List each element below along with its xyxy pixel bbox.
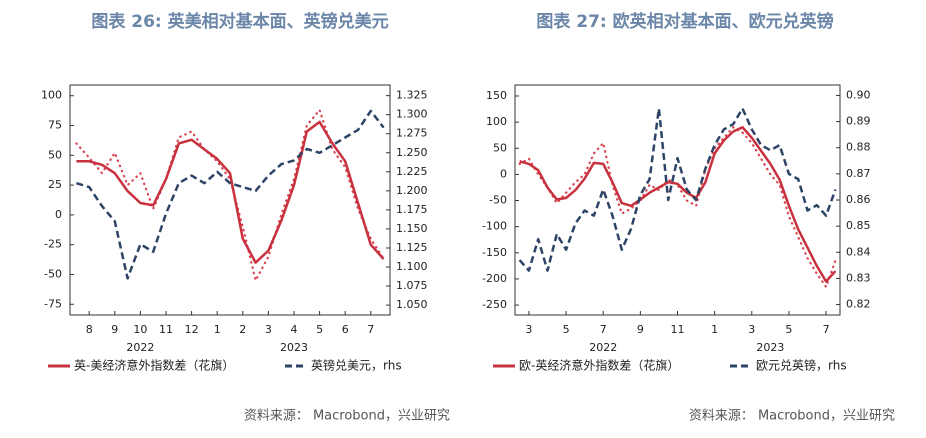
x-tick-label: 12 — [185, 323, 199, 336]
y2-tick-label: 1.150 — [396, 222, 428, 235]
x-tick-label: 1 — [711, 323, 718, 336]
y-tick-label: 0 — [55, 208, 62, 221]
x-tick-label: 5 — [316, 323, 323, 336]
series-line — [518, 107, 837, 272]
y2-tick-label: 1.050 — [396, 298, 428, 311]
y2-tick-label: 1.325 — [396, 89, 428, 102]
x-tick-label: 9 — [111, 323, 118, 336]
y-tick-label: -75 — [44, 297, 62, 310]
year-label: 2022 — [589, 341, 617, 354]
y2-tick-label: 1.250 — [396, 146, 428, 159]
y-tick-label: -100 — [482, 220, 507, 233]
y2-tick-label: 1.275 — [396, 127, 428, 140]
y-tick-label: 100 — [486, 115, 507, 128]
y2-tick-label: 0.83 — [846, 271, 871, 284]
year-label: 2023 — [756, 341, 784, 354]
x-tick-label: 7 — [367, 323, 374, 336]
x-tick-label: 3 — [265, 323, 272, 336]
x-tick-label: 1 — [214, 323, 221, 336]
plot-frame — [69, 84, 391, 316]
y-tick-label: -150 — [482, 246, 507, 259]
y-tick-label: -50 — [44, 267, 62, 280]
y2-tick-label: 0.86 — [846, 193, 871, 206]
y2-tick-label: 0.90 — [846, 88, 871, 101]
y-tick-label: -50 — [489, 194, 507, 207]
x-tick-label: 5 — [563, 323, 570, 336]
y-tick-label: 75 — [48, 119, 62, 132]
x-tick-label: 10 — [133, 323, 147, 336]
source-note: 资料来源： Macrobond，兴业研究 — [244, 409, 450, 424]
y-tick-label: 0 — [500, 167, 507, 180]
legend-label: 欧-英经济意外指数差（花旗） — [519, 358, 679, 373]
year-label: 2022 — [126, 341, 154, 354]
y-tick-label: -250 — [482, 298, 507, 311]
x-tick-label: 5 — [785, 323, 792, 336]
x-tick-label: 3 — [748, 323, 755, 336]
y2-tick-label: 1.075 — [396, 279, 428, 292]
y2-tick-label: 0.88 — [846, 141, 871, 154]
y-tick-label: 50 — [48, 148, 62, 161]
chart-title: 图表 26: 英美相对基本面、英镑兑美元 — [91, 11, 388, 32]
plot-frame — [514, 84, 841, 316]
y2-tick-label: 1.175 — [396, 203, 428, 216]
x-tick-label: 7 — [823, 323, 830, 336]
x-tick-label: 3 — [525, 323, 532, 336]
y2-tick-label: 0.87 — [846, 167, 871, 180]
y-tick-label: 50 — [493, 141, 507, 154]
y2-tick-label: 0.85 — [846, 219, 871, 232]
x-tick-label: 11 — [159, 323, 173, 336]
legend-label: 英镑兑美元，rhs — [311, 358, 402, 373]
x-tick-label: 9 — [637, 323, 644, 336]
legend-label: 欧元兑英镑，rhs — [756, 358, 847, 373]
y2-tick-label: 1.300 — [396, 108, 428, 121]
x-tick-label: 8 — [86, 323, 93, 336]
x-tick-label: 11 — [671, 323, 685, 336]
series-line — [75, 108, 385, 282]
y2-tick-label: 0.84 — [846, 245, 871, 258]
x-tick-label: 2 — [239, 323, 246, 336]
legend-label: 英-美经济意外指数差（花旗） — [74, 358, 234, 373]
y-tick-label: 150 — [486, 89, 507, 102]
series-line — [519, 126, 837, 283]
series-line — [76, 120, 385, 264]
y2-tick-label: 0.82 — [846, 298, 871, 311]
source-note: 资料来源： Macrobond，兴业研究 — [689, 409, 895, 424]
series-line — [518, 126, 837, 288]
y-tick-label: 100 — [41, 89, 62, 102]
y-tick-label: 25 — [48, 178, 62, 191]
y-tick-label: -200 — [482, 272, 507, 285]
y-tick-label: -25 — [44, 238, 62, 251]
y2-tick-label: 0.89 — [846, 115, 871, 128]
y2-tick-label: 1.125 — [396, 241, 428, 254]
series-line — [76, 109, 385, 280]
y2-tick-label: 1.225 — [396, 165, 428, 178]
chart-title: 图表 27: 欧英相对基本面、欧元兑英镑 — [536, 11, 833, 32]
year-label: 2023 — [280, 341, 308, 354]
y2-tick-label: 1.200 — [396, 184, 428, 197]
x-tick-label: 4 — [291, 323, 298, 336]
y2-tick-label: 1.100 — [396, 260, 428, 273]
x-tick-label: 7 — [600, 323, 607, 336]
x-tick-label: 6 — [342, 323, 349, 336]
